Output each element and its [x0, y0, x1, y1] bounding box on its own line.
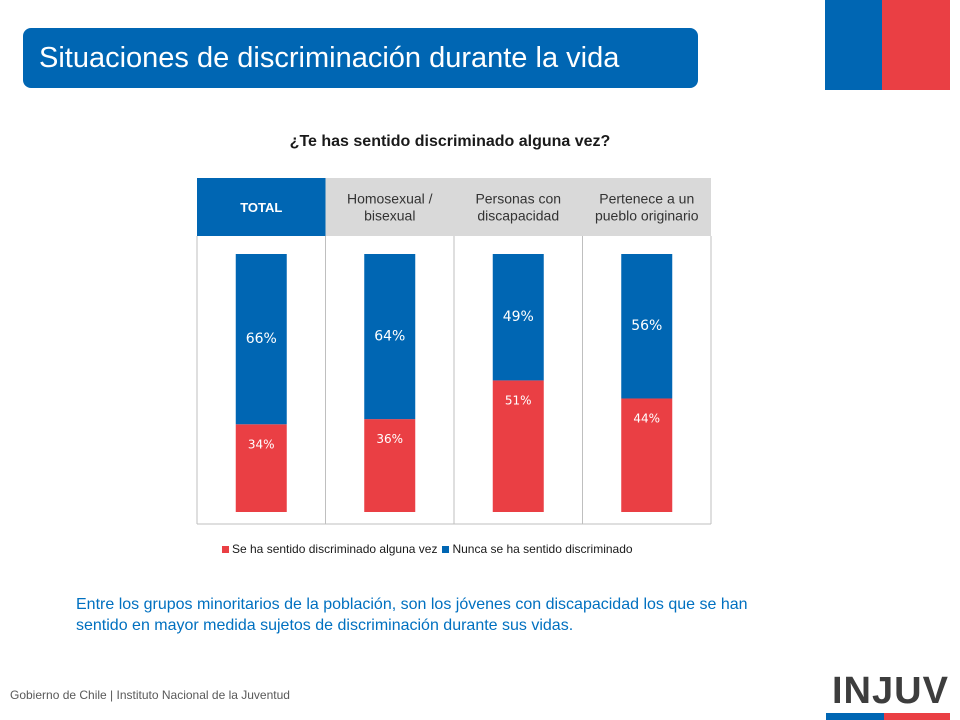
column-header-label: Personas con — [475, 191, 561, 207]
chart-legend: Se ha sentido discriminado alguna vez Nu… — [222, 542, 638, 556]
bar-segment — [492, 380, 544, 512]
column-header-cell — [325, 178, 454, 236]
injuv-logo: INJUV — [832, 670, 949, 712]
data-label: 36% — [376, 432, 403, 446]
flag-blue-stripe — [825, 0, 882, 90]
bar-segment — [621, 254, 673, 399]
column-header-label: TOTAL — [240, 200, 282, 215]
logo-line-blue — [826, 713, 884, 720]
legend-item-never: Nunca se ha sentido discriminado — [442, 542, 633, 556]
legend-swatch-blue — [442, 545, 450, 553]
title-bar: Situaciones de discriminación durante la… — [23, 28, 698, 88]
data-label: 49% — [503, 309, 534, 325]
bar-segment — [492, 254, 544, 381]
caption-text: Entre los grupos minoritarios de la pobl… — [76, 596, 748, 634]
page-title: Situaciones de discriminación durante la… — [39, 41, 620, 74]
column-header-cell — [454, 178, 583, 236]
column-header-label: Pertenece a un — [599, 191, 694, 207]
column-header-label: discapacidad — [477, 208, 559, 224]
logo-line-red — [884, 713, 950, 720]
column-header-label: bisexual — [364, 208, 415, 224]
column-header-label: Homosexual / — [347, 191, 433, 207]
data-label: 51% — [505, 393, 532, 407]
data-label: 56% — [631, 318, 662, 334]
legend-item-discriminated: Se ha sentido discriminado alguna vez — [222, 542, 437, 556]
bar-segment — [235, 254, 287, 425]
legend-label-discriminated: Se ha sentido discriminado alguna vez — [232, 542, 438, 556]
data-label: 44% — [633, 411, 660, 425]
bar-segment — [235, 424, 287, 512]
chart-title: ¿Te has sentido discriminado alguna vez? — [289, 133, 611, 150]
column-header-label: pueblo originario — [595, 208, 699, 224]
column-header-cell — [582, 178, 711, 236]
data-label: 64% — [374, 329, 405, 345]
column-header-cell — [197, 178, 326, 236]
data-label: 34% — [248, 437, 275, 451]
legend-label-never: Nunca se ha sentido discriminado — [452, 542, 633, 556]
footer-text: Gobierno de Chile | Instituto Nacional d… — [10, 688, 290, 702]
data-label: 66% — [246, 331, 277, 347]
bar-segment — [364, 254, 416, 420]
legend-swatch-red — [222, 545, 229, 553]
bar-segment — [364, 419, 416, 512]
bar-segment — [621, 398, 673, 512]
flag-red-stripe — [882, 0, 950, 90]
